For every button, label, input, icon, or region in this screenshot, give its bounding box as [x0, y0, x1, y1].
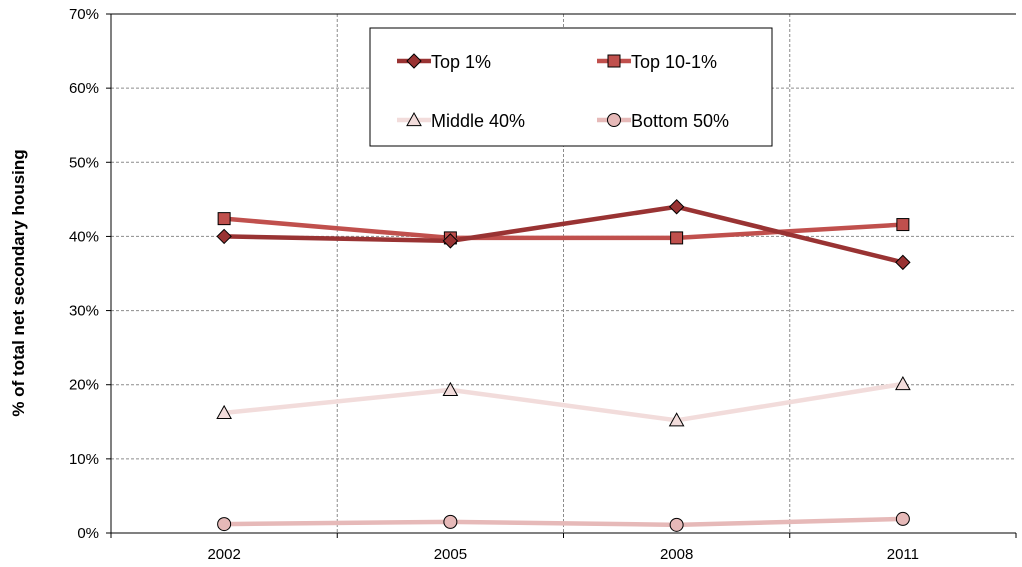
series-line	[224, 204, 904, 265]
data-point	[216, 404, 232, 419]
legend-label: Top 1%	[431, 52, 491, 72]
data-point	[895, 511, 910, 526]
series-line	[224, 516, 903, 528]
series-lines	[216, 199, 911, 532]
y-axis-label: % of total net secondary housing	[9, 149, 28, 416]
data-point	[896, 218, 910, 232]
legend-item: Top 1%	[397, 52, 491, 72]
y-tick-label: 0%	[77, 525, 99, 542]
x-tick-label: 2008	[660, 546, 693, 563]
legend: Top 1% Top 10-1% Middle 40% Bottom 50%	[369, 27, 773, 147]
series-circle	[217, 511, 910, 532]
data-point	[442, 233, 459, 249]
x-tick-label: 2005	[434, 546, 467, 563]
data-point	[895, 375, 911, 391]
data-point	[668, 412, 685, 427]
legend-item: Top 10-1%	[597, 52, 717, 72]
series-line	[223, 381, 904, 423]
legend-marker	[406, 111, 422, 127]
data-point	[670, 231, 684, 245]
y-tick-label: 50%	[69, 154, 99, 171]
y-tick-label: 70%	[69, 6, 99, 23]
legend-marker	[607, 54, 621, 68]
legend-marker	[406, 53, 422, 69]
legend-box	[369, 27, 773, 147]
data-point	[895, 254, 911, 271]
data-point	[443, 514, 458, 529]
legend-label: Middle 40%	[431, 111, 525, 131]
series-diamond	[216, 199, 911, 271]
axes: 0% 10% 20% 30% 40% 50% 60% 70% 2002 2005 2008 2011	[69, 6, 1017, 563]
y-tick-label: 30%	[69, 303, 99, 320]
legend-item: Bottom 50%	[597, 111, 729, 131]
legend-label: Bottom 50%	[631, 111, 729, 131]
data-point	[442, 381, 459, 397]
data-point	[217, 212, 231, 226]
data-point	[216, 228, 232, 245]
legend-marker	[607, 113, 621, 127]
data-point	[217, 517, 232, 532]
y-tick-label: 60%	[69, 80, 99, 97]
data-point	[669, 517, 684, 532]
x-tick-label: 2002	[207, 546, 240, 563]
y-tick-label: 10%	[69, 451, 99, 468]
series-triangle	[216, 375, 911, 427]
x-tick-label: 2011	[887, 546, 919, 563]
data-point	[668, 199, 685, 215]
y-tick-label: 20%	[69, 377, 99, 394]
legend-label: Top 10-1%	[631, 52, 717, 72]
series-line	[223, 216, 904, 241]
legend-item: Middle 40%	[397, 111, 525, 131]
y-tick-label: 40%	[69, 228, 99, 245]
